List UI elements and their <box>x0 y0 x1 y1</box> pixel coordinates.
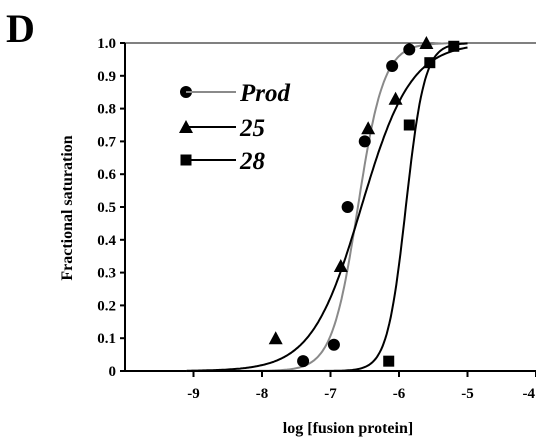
data-points <box>268 36 460 368</box>
y-tick-label: 0.2 <box>97 298 116 314</box>
legend-label-prod: Prod <box>239 80 291 107</box>
data-point-prod <box>386 59 399 72</box>
data-point-28 <box>383 355 395 367</box>
fit-curve-28 <box>186 42 468 372</box>
data-point-prod <box>341 201 354 213</box>
x-tick-label: -5 <box>461 386 474 402</box>
y-tick-label: 0.1 <box>97 331 116 347</box>
legend-label-25: 25 <box>239 115 265 142</box>
data-point-28 <box>424 57 436 69</box>
y-tick-label: 0.7 <box>97 134 116 150</box>
y-axis-title: Fractional saturation <box>59 135 76 280</box>
y-tick-label: 0.9 <box>97 69 116 85</box>
data-point-28 <box>403 119 415 131</box>
data-point-25 <box>388 91 403 105</box>
legend-label-28: 28 <box>239 148 266 175</box>
x-tick-label: -8 <box>256 386 269 402</box>
data-point-25 <box>268 331 283 345</box>
y-tick-label: 0.3 <box>97 266 116 282</box>
data-point-prod <box>297 355 310 368</box>
x-tick-label: -7 <box>324 386 337 402</box>
y-tick-label: 0.8 <box>97 102 116 118</box>
data-point-28 <box>448 40 460 52</box>
y-tick-label: 0.4 <box>97 233 116 249</box>
fit-curve-25 <box>186 46 468 372</box>
legend: Prod 25 28 <box>179 80 291 175</box>
data-point-prod <box>358 135 371 148</box>
x-axis-title: log [fusion protein] <box>283 420 413 437</box>
data-point-prod <box>327 338 340 351</box>
y-tick-label: 0 <box>109 364 117 380</box>
y-tick-label: 0.6 <box>97 167 116 183</box>
x-tick-label: -9 <box>187 386 200 402</box>
y-tick-label: 0.5 <box>97 200 116 216</box>
data-point-25 <box>419 36 434 49</box>
data-point-25 <box>361 121 376 135</box>
data-point-25 <box>333 259 348 273</box>
x-tick-label: -4 <box>523 386 536 402</box>
x-tick-label: -6 <box>393 386 406 402</box>
fit-curves <box>186 42 468 372</box>
y-tick-label: 1.0 <box>97 36 116 52</box>
data-point-prod <box>403 43 416 56</box>
axes: 0 0.1 0.2 0.3 0.4 0.5 0.6 0.7 0.8 0.9 1.0 -9 -8 -7 -6 -… <box>97 36 536 402</box>
panel-label: D <box>6 6 35 51</box>
